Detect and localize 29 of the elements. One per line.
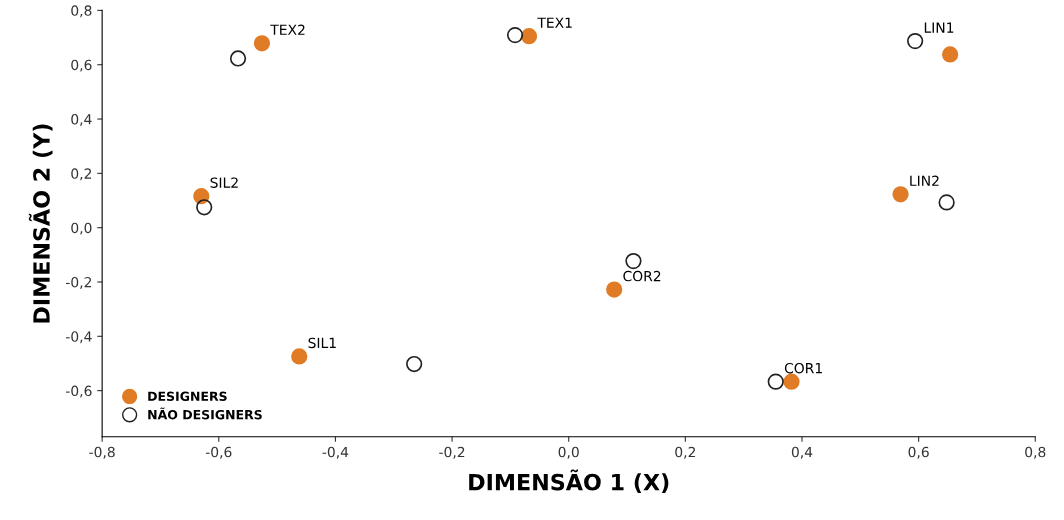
y-tick-label: -0,2 <box>66 276 92 289</box>
annotation: COR2 <box>623 270 661 282</box>
x-tick-label: -0,6 <box>205 446 232 459</box>
x-tick-label: 0,8 <box>1025 446 1046 459</box>
x-tick-label: -0,2 <box>439 446 465 459</box>
x-tick-label: 0,6 <box>908 446 929 459</box>
y-tick-label: 0,2 <box>71 168 92 181</box>
annotation: LIN1 <box>924 22 954 33</box>
y-tick-label: -0,4 <box>66 331 92 344</box>
x-tick-label: -0,8 <box>89 446 115 459</box>
y-tick-label: 0,8 <box>71 5 92 18</box>
x-tick-label: -0,4 <box>322 446 349 459</box>
x-tick-label: 0,4 <box>791 446 813 459</box>
x-tick-label: 0,2 <box>675 446 695 459</box>
y-tick-label: 0,4 <box>71 114 92 126</box>
annotation: TEX1 <box>537 17 572 28</box>
legend-label: NÃO DESIGNERS <box>148 407 262 420</box>
annotation: LIN2 <box>910 175 939 186</box>
y-tick-label: 0,6 <box>71 59 92 72</box>
annotation: COR1 <box>784 362 822 374</box>
annotation: SIL2 <box>210 177 238 188</box>
legend-label: DESIGNERS <box>148 391 227 402</box>
annotation: SIL1 <box>308 337 336 349</box>
y-axis-title: DIMENSÃO 2 (Y) <box>28 124 53 323</box>
y-tick-label: -0,6 <box>66 385 92 398</box>
x-tick-label: 0,0 <box>558 446 579 459</box>
y-tick-label: 0,0 <box>71 222 92 235</box>
x-axis-title: DIMENSÃO 1 (X) <box>469 469 669 494</box>
annotation: TEX2 <box>270 24 305 35</box>
